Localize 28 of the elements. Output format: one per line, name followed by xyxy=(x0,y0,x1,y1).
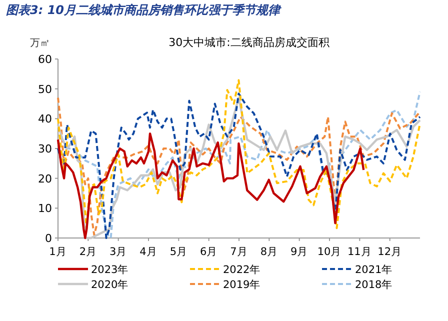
x-tick-label: 4月 xyxy=(140,246,158,258)
x-tick-label: 3月 xyxy=(109,246,128,258)
x-tick-label: 9月 xyxy=(290,246,308,258)
x-tick-label: 2月 xyxy=(79,246,98,258)
legend-label: 2023年 xyxy=(91,264,129,276)
x-tick-label: 5月 xyxy=(170,246,188,258)
legend-label: 2018年 xyxy=(355,279,393,291)
y-tick-label: 40 xyxy=(38,112,52,126)
y-tick-label: 30 xyxy=(38,142,52,156)
y-tick-label: 10 xyxy=(38,202,52,216)
x-tick-label: 11月 xyxy=(347,246,372,258)
y-axis-title: 万㎡ xyxy=(30,38,50,49)
y-tick-label: 50 xyxy=(38,82,52,96)
x-tick-label: 7月 xyxy=(230,246,248,258)
y-tick-label: 0 xyxy=(45,232,52,245)
x-tick-label: 1月 xyxy=(49,246,67,258)
legend-label: 2021年 xyxy=(355,264,393,276)
x-tick-label: 6月 xyxy=(200,246,218,258)
legend-label: 2019年 xyxy=(223,279,261,291)
chart-subtitle: 30大中城市:二线商品房成交面积 xyxy=(168,36,330,49)
legend-label: 2022年 xyxy=(223,264,261,276)
legend-label: 2020年 xyxy=(91,279,129,291)
y-tick-label: 20 xyxy=(38,172,52,186)
x-tick-label: 8月 xyxy=(260,246,278,258)
title: 图表3: 10月二线城市商品房销售环比强于季节规律 xyxy=(6,3,280,17)
x-tick-label: 12月 xyxy=(378,246,402,258)
x-tick-label: 10月 xyxy=(317,246,342,258)
y-tick-label: 60 xyxy=(38,53,52,66)
